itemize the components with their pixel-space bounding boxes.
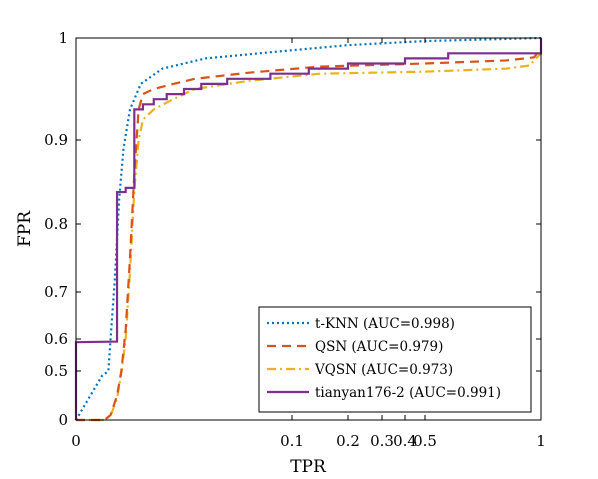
y-tick-label: 0.8 (44, 215, 68, 233)
x-axis-label: TPR (290, 457, 327, 477)
legend-box (258, 306, 532, 413)
y-axis-label: FPR (15, 210, 35, 247)
tick-layer: 0 0.1 0.2 0.3 0.40.5 100.50.60.70.80.91 (44, 29, 546, 450)
x-tick-label: 0.4 (393, 432, 417, 450)
y-tick-label: 1 (58, 29, 68, 47)
x-tick-label: 0.5 (413, 432, 437, 450)
y-tick-label: 0.9 (44, 131, 68, 149)
legend-label-2: QSN (AUC=0.979) (315, 339, 443, 355)
plot-frame (75, 37, 542, 421)
legend-label-3: VQSN (AUC=0.973) (314, 362, 453, 378)
legend-label-4: tianyan176-2 (AUC=0.991) (315, 385, 501, 401)
x-tick-label: 0 (71, 432, 81, 450)
x-tick-label: 1 (536, 432, 546, 450)
legend-label-1: t-KNN (AUC=0.998) (315, 316, 455, 332)
series-line-4 (74, 38, 543, 420)
y-tick-label: 0.6 (44, 330, 68, 348)
legend: t-KNN (AUC=0.998) QSN (AUC=0.979) VQSN (AU… (258, 306, 532, 413)
x-tick-label: 0.3 (370, 432, 394, 450)
x-tick-label: 0.1 (280, 432, 304, 450)
series-line-1 (75, 36, 542, 421)
series-layer (74, 36, 543, 422)
x-tick-label: 0.2 (336, 432, 360, 450)
y-tick-label: 0.7 (44, 283, 68, 301)
y-tick-label: 0.5 (44, 362, 68, 380)
y-tick-label: 0 (58, 411, 68, 429)
